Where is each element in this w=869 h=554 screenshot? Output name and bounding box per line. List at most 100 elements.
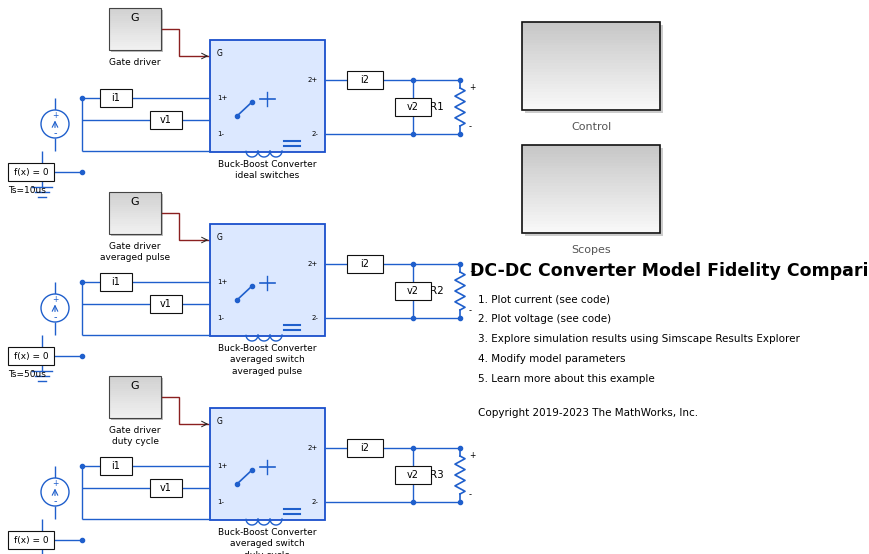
Bar: [109, 393, 161, 396]
Bar: [522, 54, 660, 58]
Bar: [109, 397, 161, 399]
Bar: [109, 228, 161, 230]
Bar: [522, 60, 660, 64]
Bar: [522, 227, 660, 230]
Bar: [522, 180, 660, 183]
Bar: [109, 230, 161, 232]
Bar: [109, 29, 161, 32]
Bar: [522, 148, 660, 151]
Text: 5. Learn more about this example: 5. Learn more about this example: [478, 374, 654, 384]
Bar: [109, 387, 161, 389]
Text: v1: v1: [160, 299, 172, 309]
Bar: [522, 84, 660, 87]
Bar: [210, 40, 325, 152]
Bar: [109, 391, 161, 393]
Bar: [522, 45, 660, 49]
Text: G: G: [130, 381, 139, 391]
Bar: [109, 232, 161, 234]
Bar: [522, 72, 660, 75]
Text: i1: i1: [111, 93, 121, 103]
Bar: [109, 401, 161, 404]
Bar: [347, 71, 383, 89]
Bar: [109, 403, 161, 406]
Bar: [522, 201, 660, 204]
Bar: [522, 31, 660, 34]
Bar: [522, 216, 660, 219]
Text: v2: v2: [407, 286, 419, 296]
Bar: [111, 10, 163, 52]
Bar: [522, 63, 660, 66]
Text: +: +: [469, 267, 475, 276]
Bar: [150, 479, 182, 497]
Bar: [109, 215, 161, 218]
Text: R2: R2: [430, 286, 444, 296]
Text: 2+: 2+: [308, 445, 318, 451]
Bar: [109, 12, 161, 15]
Text: +: +: [469, 83, 475, 92]
Text: i1: i1: [111, 277, 121, 287]
Text: i2: i2: [361, 443, 369, 453]
Bar: [109, 33, 161, 36]
Text: 1-: 1-: [217, 131, 224, 137]
Bar: [109, 44, 161, 47]
Bar: [109, 35, 161, 38]
Bar: [111, 378, 163, 420]
Text: 2-: 2-: [311, 499, 318, 505]
Bar: [100, 89, 132, 107]
Text: Control: Control: [571, 122, 611, 132]
Bar: [109, 39, 161, 42]
Bar: [109, 198, 161, 201]
Bar: [109, 388, 161, 391]
Text: Buck-Boost Converter
averaged switch
averaged pulse: Buck-Boost Converter averaged switch ave…: [218, 344, 316, 376]
Bar: [522, 207, 660, 210]
Bar: [109, 223, 161, 226]
Bar: [109, 27, 161, 29]
Bar: [109, 382, 161, 385]
Bar: [522, 154, 660, 157]
Text: +: +: [52, 295, 58, 304]
Bar: [8, 531, 54, 549]
Bar: [109, 204, 161, 207]
Bar: [109, 211, 161, 213]
Bar: [109, 416, 161, 418]
Bar: [522, 69, 660, 73]
Bar: [109, 201, 161, 203]
Bar: [347, 255, 383, 273]
Bar: [522, 195, 660, 198]
Bar: [109, 10, 161, 13]
Bar: [109, 203, 161, 205]
Bar: [522, 163, 660, 166]
Bar: [210, 408, 325, 520]
Circle shape: [41, 294, 69, 322]
Bar: [109, 31, 161, 34]
Text: G: G: [217, 233, 222, 242]
Bar: [109, 207, 161, 209]
Bar: [522, 145, 660, 148]
Bar: [522, 157, 660, 160]
Text: G: G: [217, 49, 222, 58]
Text: +: +: [52, 111, 58, 120]
Bar: [522, 213, 660, 216]
Bar: [109, 406, 161, 408]
Text: 1-: 1-: [217, 315, 224, 321]
Text: Ts=50us: Ts=50us: [8, 370, 46, 379]
Bar: [522, 22, 660, 110]
Bar: [100, 273, 132, 291]
Bar: [109, 380, 161, 383]
Bar: [522, 89, 660, 93]
Bar: [522, 25, 660, 28]
Bar: [347, 439, 383, 457]
Bar: [109, 8, 161, 11]
Bar: [395, 466, 431, 484]
Text: 1+: 1+: [217, 463, 228, 469]
Bar: [109, 213, 161, 216]
Bar: [109, 38, 161, 40]
Bar: [522, 107, 660, 110]
Text: -: -: [469, 490, 472, 499]
Bar: [522, 81, 660, 84]
Bar: [522, 218, 660, 222]
Text: i2: i2: [361, 75, 369, 85]
Bar: [522, 101, 660, 105]
Text: Buck-Boost Converter
ideal switches: Buck-Boost Converter ideal switches: [218, 160, 316, 181]
Bar: [522, 93, 660, 96]
